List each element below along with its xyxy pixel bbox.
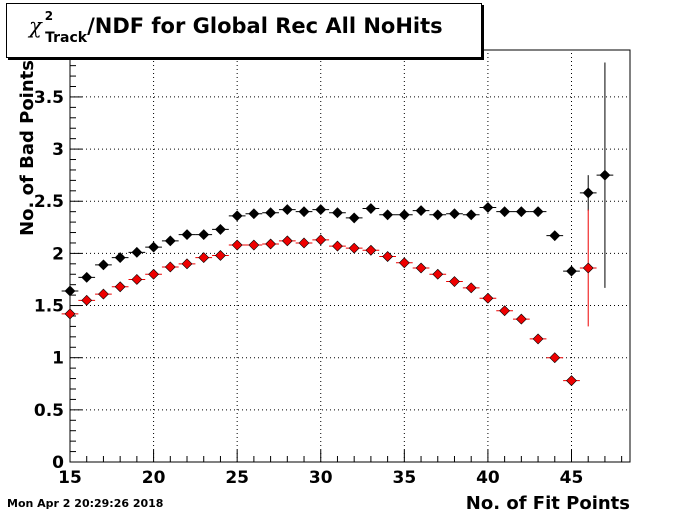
data-point — [365, 203, 377, 214]
data-point — [332, 207, 343, 219]
data-point — [465, 282, 477, 294]
data-point — [248, 208, 260, 220]
title-chi-symbol: χ — [29, 14, 42, 38]
data-point — [198, 252, 210, 263]
data-point — [298, 206, 310, 218]
data-point — [248, 239, 260, 251]
data-point — [499, 305, 511, 317]
data-point — [81, 271, 93, 283]
data-point — [582, 187, 594, 199]
data-point — [549, 352, 561, 364]
data-point — [148, 241, 160, 253]
x-tick-label: 25 — [225, 468, 249, 488]
data-point — [582, 262, 594, 274]
data-point — [515, 313, 527, 325]
x-tick-label: 45 — [560, 468, 584, 488]
data-point — [449, 208, 460, 220]
data-point — [131, 246, 143, 258]
data-point — [98, 288, 109, 300]
y-axis-label: No. of Bad Points — [17, 60, 38, 236]
data-point — [98, 259, 109, 271]
data-point — [315, 234, 327, 246]
plot-frame — [69, 49, 631, 463]
data-point — [265, 207, 277, 219]
data-point — [382, 251, 394, 262]
data-point — [231, 210, 243, 222]
data-point — [382, 209, 394, 221]
data-point — [599, 169, 611, 181]
data-point — [164, 261, 176, 273]
data-point — [181, 229, 193, 241]
axis-ticks — [69, 54, 623, 463]
data-point — [499, 206, 511, 218]
data-point — [432, 268, 444, 280]
data-point — [449, 276, 460, 287]
chart-title: χ 2 Track/NDF for Global Rec All NoHits — [29, 9, 443, 46]
title-text: /NDF for Global Rec All NoHits — [87, 14, 443, 38]
data-point — [281, 204, 293, 216]
data-points — [61, 62, 614, 387]
data-point — [415, 205, 427, 217]
data-point — [482, 202, 494, 213]
y-tick-label: 3.5 — [34, 88, 64, 108]
data-point — [515, 206, 527, 218]
title-superscript: 2 — [44, 9, 54, 23]
data-point — [114, 281, 126, 293]
data-point — [148, 268, 160, 280]
data-point — [164, 235, 176, 247]
data-point — [181, 258, 193, 270]
data-point — [315, 204, 327, 216]
y-tick-label: 2 — [52, 244, 64, 264]
chart-title-box: χ 2 Track/NDF for Global Rec All NoHits — [6, 3, 482, 58]
data-point — [281, 235, 293, 247]
x-axis-label: No. of Fit Points — [466, 493, 630, 514]
x-tick-label: 20 — [142, 468, 166, 488]
x-tick-label: 30 — [309, 468, 333, 488]
data-point — [198, 229, 210, 241]
y-tick-label: 0.5 — [34, 401, 64, 421]
series-0 — [61, 62, 614, 297]
tick-labels: 15 20 25 30 35 40 45 0 0.5 1 1.5 2 2.5 3 3.5 — [34, 88, 583, 488]
data-point — [549, 230, 561, 242]
x-tick-label: 40 — [476, 468, 500, 488]
data-point — [398, 209, 410, 221]
data-point — [365, 244, 377, 256]
x-tick-label: 35 — [392, 468, 416, 488]
data-point — [348, 242, 360, 254]
data-point — [348, 212, 360, 224]
data-point — [265, 238, 277, 250]
data-point — [131, 274, 143, 285]
series-1 — [61, 209, 597, 387]
data-point — [566, 375, 577, 387]
data-point — [566, 265, 577, 277]
data-point — [415, 262, 427, 274]
y-tick-label: 3 — [52, 140, 64, 160]
data-point — [81, 294, 93, 306]
data-point — [332, 240, 343, 252]
data-point — [215, 223, 226, 235]
y-tick-label: 1 — [52, 349, 64, 369]
y-tick-label: 2.5 — [34, 192, 64, 212]
data-point — [532, 333, 544, 345]
data-point — [398, 257, 410, 269]
data-point — [465, 209, 477, 221]
timestamp: Mon Apr 2 20:29:26 2018 — [7, 497, 164, 510]
y-tick-label: 1.5 — [34, 297, 64, 317]
data-point — [215, 250, 226, 261]
data-point — [298, 237, 310, 249]
data-point — [532, 206, 544, 218]
title-subscript: Track — [45, 30, 88, 46]
grid — [70, 50, 630, 462]
data-point — [432, 209, 444, 221]
y-tick-label: 0 — [52, 453, 64, 473]
x-tick-label: 15 — [58, 468, 82, 488]
data-point — [64, 308, 76, 320]
data-point — [64, 285, 76, 297]
data-point — [482, 292, 494, 304]
data-point — [114, 252, 126, 263]
data-point — [231, 239, 243, 251]
